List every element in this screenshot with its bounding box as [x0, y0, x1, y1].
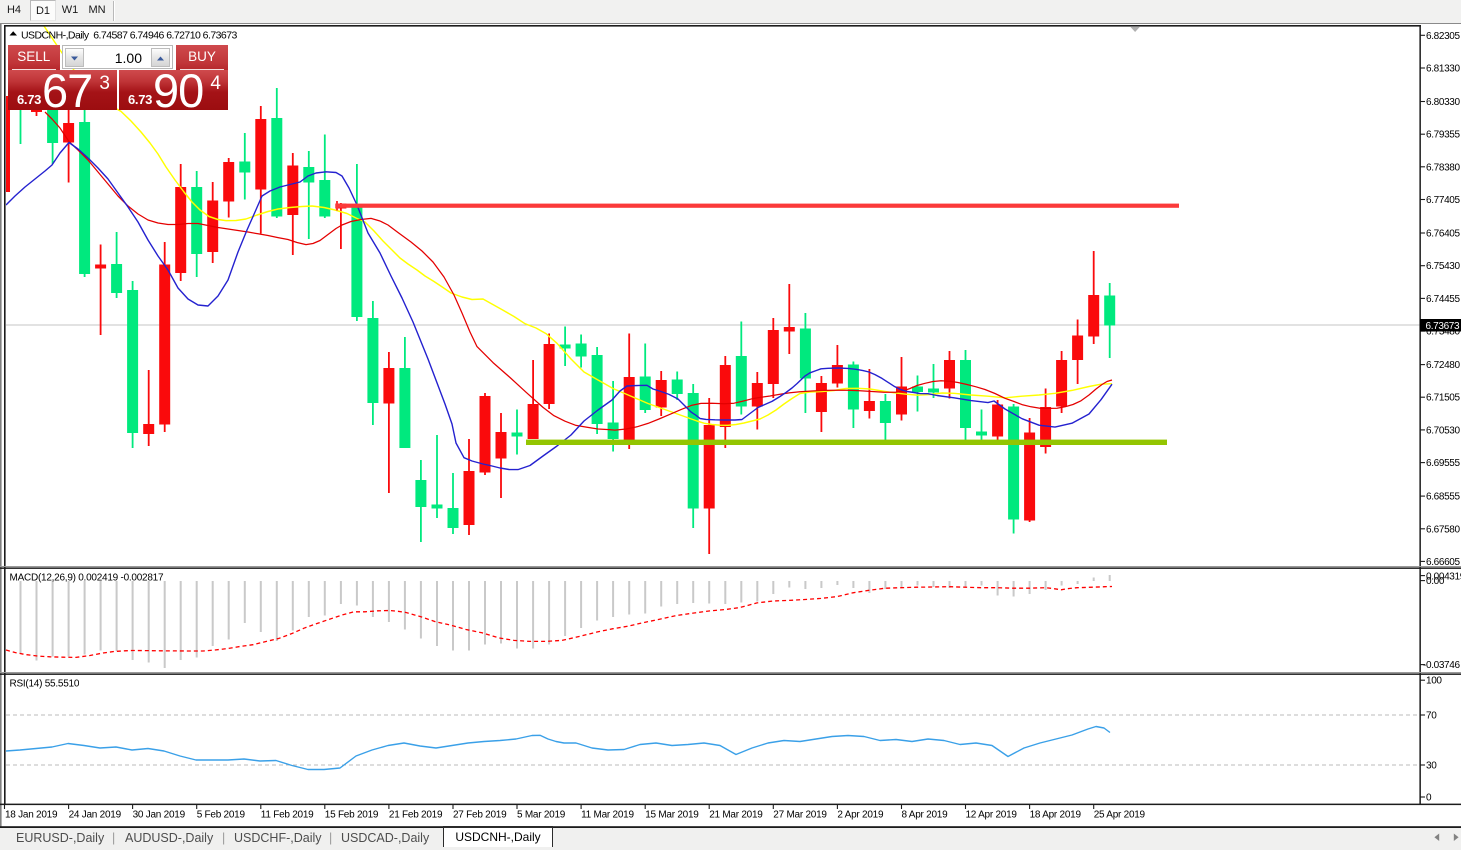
svg-text:18 Apr 2019: 18 Apr 2019 [1030, 810, 1082, 821]
svg-text:15 Mar 2019: 15 Mar 2019 [645, 810, 699, 821]
svg-text:15 Feb 2019: 15 Feb 2019 [325, 810, 379, 821]
svg-text:RSI(14) 55.5510: RSI(14) 55.5510 [10, 679, 80, 690]
svg-text:12 Apr 2019: 12 Apr 2019 [966, 810, 1018, 821]
svg-text:6.70530: 6.70530 [1426, 425, 1460, 436]
svg-text:0.004319: 0.004319 [1426, 571, 1461, 582]
svg-text:11 Mar 2019: 11 Mar 2019 [581, 810, 634, 821]
svg-text:6.73480: 6.73480 [1426, 327, 1460, 338]
svg-text:6.73673: 6.73673 [1426, 321, 1460, 332]
svg-text:6.81330: 6.81330 [1426, 64, 1460, 75]
svg-text:8 Apr 2019: 8 Apr 2019 [902, 810, 949, 821]
svg-text:6.67580: 6.67580 [1426, 524, 1460, 535]
svg-text:6.77405: 6.77405 [1426, 195, 1460, 206]
svg-text:70: 70 [1426, 711, 1437, 722]
svg-text:30: 30 [1426, 761, 1437, 772]
svg-text:6.79355: 6.79355 [1426, 130, 1460, 141]
svg-text:27 Feb 2019: 27 Feb 2019 [453, 810, 507, 821]
svg-text:6.66605: 6.66605 [1426, 557, 1460, 568]
svg-text:MACD(12,26,9) 0.002419 -0.0028: MACD(12,26,9) 0.002419 -0.002817 [10, 573, 164, 584]
svg-text:11 Feb 2019: 11 Feb 2019 [261, 810, 314, 821]
svg-text:21 Mar 2019: 21 Mar 2019 [709, 810, 763, 821]
svg-text:2 Apr 2019: 2 Apr 2019 [837, 810, 884, 821]
svg-text:21 Feb 2019: 21 Feb 2019 [389, 810, 443, 821]
svg-text:0.00: 0.00 [1426, 576, 1445, 587]
svg-text:30 Jan 2019: 30 Jan 2019 [133, 810, 186, 821]
svg-text:USDCNH-,Daily 6.74587 6.74946: USDCNH-,Daily 6.74587 6.74946 6.72710 6.… [21, 30, 237, 42]
svg-text:100: 100 [1426, 676, 1442, 687]
svg-text:0: 0 [1426, 793, 1432, 804]
svg-text:6.69555: 6.69555 [1426, 458, 1460, 469]
svg-text:6.80330: 6.80330 [1426, 97, 1460, 108]
svg-text:6.68555: 6.68555 [1426, 492, 1460, 503]
svg-text:6.75430: 6.75430 [1426, 261, 1460, 272]
svg-text:6.82305: 6.82305 [1426, 31, 1460, 42]
svg-text:25 Apr 2019: 25 Apr 2019 [1094, 810, 1146, 821]
svg-text:27 Mar 2019: 27 Mar 2019 [773, 810, 827, 821]
svg-text:6.74455: 6.74455 [1426, 294, 1460, 305]
svg-text:-0.03746: -0.03746 [1423, 660, 1460, 671]
svg-text:6.78380: 6.78380 [1426, 162, 1460, 173]
svg-text:24 Jan 2019: 24 Jan 2019 [69, 810, 122, 821]
svg-text:6.72480: 6.72480 [1426, 360, 1460, 371]
svg-text:6.76405: 6.76405 [1426, 229, 1460, 240]
svg-text:5 Mar 2019: 5 Mar 2019 [517, 810, 566, 821]
svg-text:6.71505: 6.71505 [1426, 393, 1460, 404]
svg-text:5 Feb 2019: 5 Feb 2019 [197, 810, 246, 821]
svg-text:18 Jan 2019: 18 Jan 2019 [5, 810, 58, 821]
